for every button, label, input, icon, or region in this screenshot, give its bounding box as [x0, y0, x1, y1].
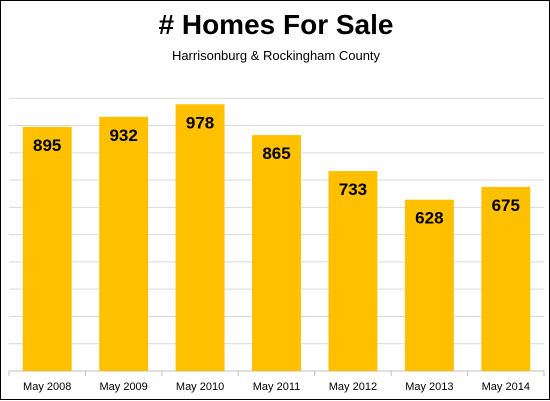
x-tick-label: May 2013	[405, 381, 453, 393]
chart-title: # Homes For Sale	[158, 9, 394, 40]
x-tick-label: May 2010	[176, 381, 224, 393]
data-label: 675	[492, 196, 520, 215]
x-tick-label: May 2008	[23, 381, 71, 393]
data-label: 895	[33, 136, 61, 155]
data-label: 932	[109, 126, 137, 145]
x-tick-label: May 2012	[329, 381, 377, 393]
bar-may-2008	[22, 126, 72, 371]
data-label: 628	[415, 209, 443, 228]
data-label: 865	[262, 144, 290, 163]
bar-may-2013	[404, 199, 454, 371]
bar-may-2009	[99, 116, 149, 372]
chart-subtitle: Harrisonburg & Rockingham County	[171, 48, 381, 63]
x-tick-label: May 2011	[253, 381, 301, 393]
bar-may-2010	[175, 104, 225, 371]
x-tick-label: May 2009	[99, 381, 147, 393]
x-tick-label: May 2014	[482, 381, 530, 393]
bar-may-2014	[481, 186, 531, 371]
bar-may-2012	[328, 171, 378, 371]
bar-may-2011	[252, 135, 301, 371]
data-label: 978	[186, 113, 214, 132]
data-label: 733	[339, 180, 367, 199]
